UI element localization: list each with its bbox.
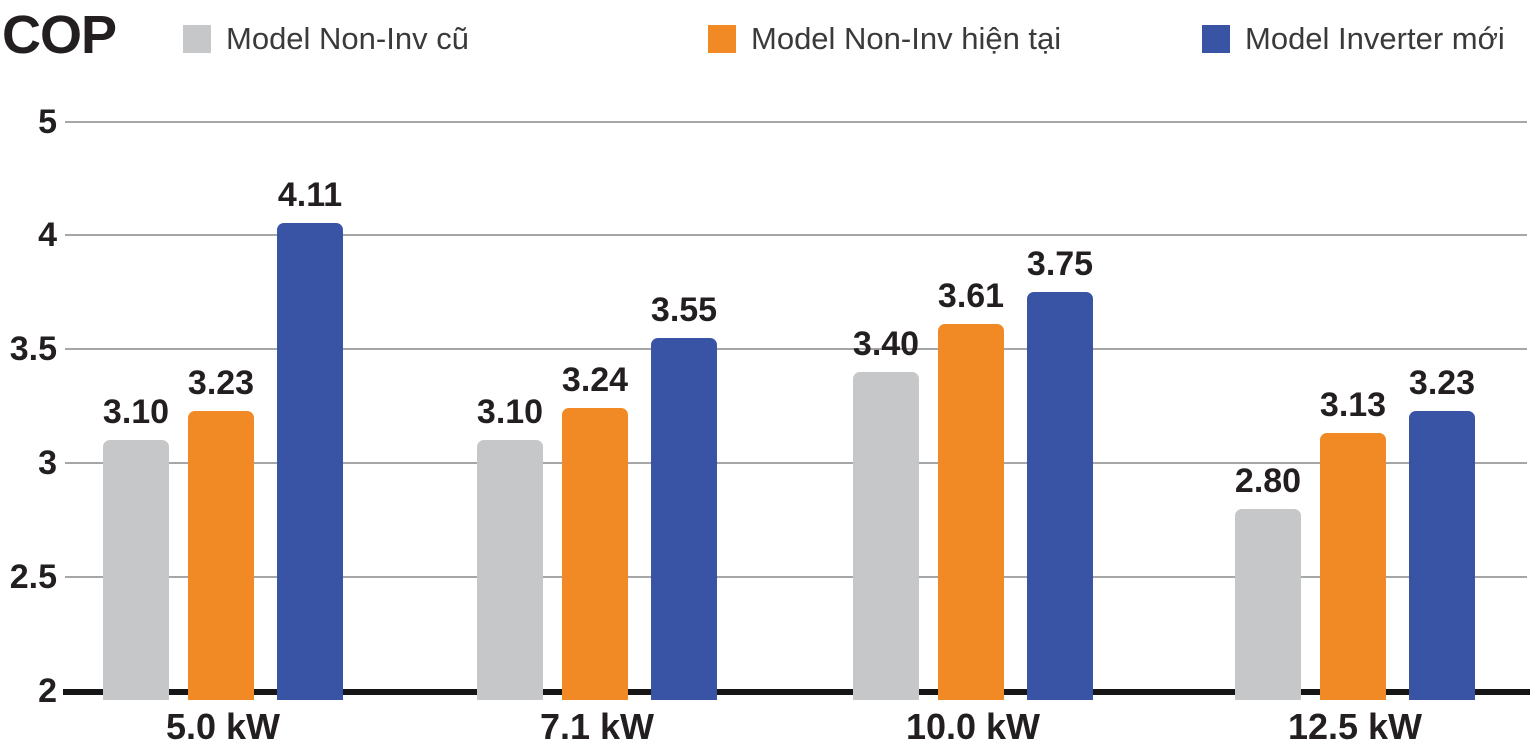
- chart-title: COP: [2, 5, 117, 65]
- gridline: [65, 121, 1527, 123]
- bar-value-label: 3.61: [937, 276, 1005, 315]
- x-tick-label: 5.0 kW: [165, 706, 281, 747]
- x-axis-line: [63, 689, 1530, 695]
- bar-value-label: 3.10: [476, 393, 544, 432]
- y-tick-label: 4: [38, 216, 57, 254]
- y-tick-label: 3.5: [9, 330, 57, 368]
- bar: [651, 337, 717, 700]
- gridline: [65, 576, 1527, 578]
- gridline: [65, 462, 1527, 464]
- bar: [853, 371, 919, 700]
- bar: [1027, 292, 1093, 700]
- bar-value-label: 3.55: [650, 290, 718, 329]
- bar-value-label: 3.13: [1319, 386, 1387, 425]
- legend-item: Model Non-Inv hiện tại: [708, 21, 1061, 57]
- bar: [1320, 433, 1386, 700]
- bar: [1235, 508, 1301, 700]
- bar-value-label: 3.10: [102, 393, 170, 432]
- bar: [103, 440, 169, 700]
- y-tick-label: 3: [38, 444, 57, 482]
- y-tick-label: 2.5: [9, 558, 57, 596]
- legend-item: Model Non-Inv cũ: [183, 21, 469, 57]
- x-tick-label: 12.5 kW: [1287, 706, 1423, 747]
- legend-swatch-icon: [1202, 25, 1230, 53]
- bar: [277, 222, 343, 700]
- legend-item: Model Inverter mới: [1202, 21, 1505, 57]
- gridline: [65, 234, 1527, 236]
- legend-label: Model Inverter mới: [1245, 21, 1505, 56]
- legend-label: Model Non-Inv cũ: [226, 21, 469, 56]
- bar: [562, 408, 628, 700]
- bar-value-label: 2.80: [1234, 461, 1302, 500]
- bar-value-label: 3.40: [852, 324, 920, 363]
- bar-value-label: 3.23: [187, 363, 255, 402]
- y-tick-label: 2: [38, 672, 57, 710]
- bar-value-label: 3.75: [1026, 245, 1094, 283]
- bar-value-label: 3.23: [1408, 363, 1476, 402]
- bar-value-label: 3.24: [561, 361, 629, 400]
- legend-swatch-icon: [708, 25, 736, 53]
- bar: [1409, 410, 1475, 700]
- bar-value-label: 4.11: [277, 175, 343, 214]
- bar: [188, 410, 254, 700]
- y-tick-label: 5: [38, 103, 57, 141]
- bar: [477, 440, 543, 700]
- legend-swatch-icon: [183, 25, 211, 53]
- gridline: [65, 348, 1527, 350]
- x-tick-label: 10.0 kW: [905, 706, 1041, 747]
- x-tick-label: 7.1 kW: [539, 706, 655, 747]
- bar: [938, 323, 1004, 700]
- legend-label: Model Non-Inv hiện tại: [751, 21, 1062, 56]
